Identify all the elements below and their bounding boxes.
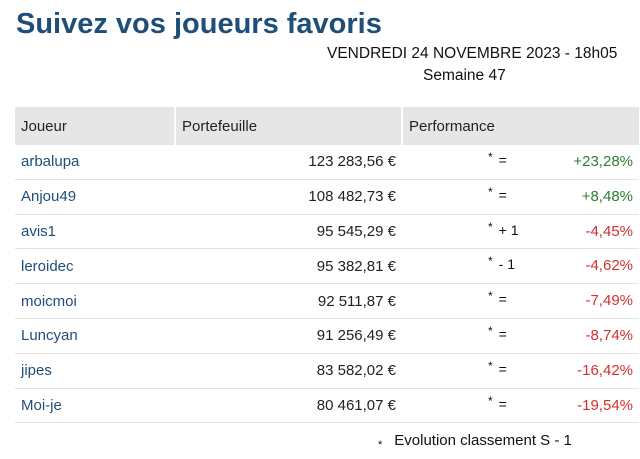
performance-value: -16,42% bbox=[577, 361, 633, 379]
performance-value: +8,48% bbox=[581, 187, 633, 205]
evolution-star: * bbox=[488, 393, 493, 408]
performance-value: -8,74% bbox=[585, 326, 633, 344]
evolution-star: * bbox=[488, 254, 493, 269]
performance-value: +23,28% bbox=[573, 153, 633, 170]
player-link[interactable]: moicmoi bbox=[15, 283, 175, 319]
ranking-evolution: * = bbox=[488, 150, 507, 168]
table-row: moicmoi 92 511,87 € * = -7,49% bbox=[15, 283, 639, 319]
table-row: leroidec 95 382,81 € * - 1 -4,62% bbox=[15, 248, 639, 285]
table-row: avis1 95 545,29 € * + 1 -4,45% bbox=[15, 214, 639, 250]
table-row: Luncyan 91 256,49 € * = -8,74% bbox=[15, 318, 639, 354]
performance-cell: * - 1 -4,62% bbox=[402, 248, 639, 285]
ranking-evolution: * = bbox=[488, 289, 507, 308]
performance-value: -4,45% bbox=[585, 222, 633, 240]
player-link[interactable]: jipes bbox=[15, 353, 175, 389]
performance-cell: * = -7,49% bbox=[402, 283, 639, 319]
evolution-value: = bbox=[498, 291, 507, 308]
performance-cell: * + 1 -4,45% bbox=[402, 214, 639, 250]
footnote-star: * bbox=[378, 439, 383, 451]
header-row: Joueur Portefeuille Performance bbox=[15, 107, 639, 145]
portfolio-value: 83 582,02 € bbox=[175, 353, 402, 389]
evolution-star: * bbox=[488, 358, 493, 373]
ranking-evolution: * - 1 bbox=[488, 254, 516, 273]
player-link[interactable]: Moi-je bbox=[15, 388, 175, 424]
portfolio-value: 108 482,73 € bbox=[175, 179, 402, 215]
players-table: Joueur Portefeuille Performance arbalupa… bbox=[15, 107, 639, 424]
evolution-value: = bbox=[498, 152, 507, 168]
ranking-evolution: * + 1 bbox=[488, 219, 519, 238]
portfolio-value: 95 545,29 € bbox=[175, 214, 402, 250]
player-link[interactable]: arbalupa bbox=[15, 145, 175, 180]
header-portfolio: Portefeuille bbox=[175, 107, 403, 145]
evolution-value: = bbox=[498, 325, 507, 342]
table-row: arbalupa 123 283,56 € * = +23,28% bbox=[15, 145, 639, 180]
header-player: Joueur bbox=[15, 107, 176, 145]
evolution-star: * bbox=[488, 184, 493, 199]
performance-value: -7,49% bbox=[585, 292, 633, 310]
performance-value: -19,54% bbox=[577, 396, 633, 414]
week-label: Semaine 47 bbox=[423, 67, 506, 84]
performance-cell: * = -8,74% bbox=[402, 318, 639, 354]
portfolio-value: 80 461,07 € bbox=[175, 388, 402, 424]
table-body: arbalupa 123 283,56 € * = +23,28% Anjou49 108 … bbox=[15, 145, 639, 424]
evolution-star: * bbox=[488, 219, 493, 234]
header-performance: Performance bbox=[402, 107, 639, 145]
ranking-evolution: * = bbox=[488, 184, 507, 203]
portfolio-value: 123 283,56 € bbox=[175, 145, 402, 180]
evolution-value: = bbox=[498, 395, 507, 412]
evolution-value: - 1 bbox=[498, 256, 516, 273]
player-link[interactable]: avis1 bbox=[15, 214, 175, 250]
performance-cell: * = -19,54% bbox=[402, 388, 639, 424]
evolution-value: = bbox=[498, 360, 507, 377]
table-row: Anjou49 108 482,73 € * = +8,48% bbox=[15, 179, 639, 215]
portfolio-value: 95 382,81 € bbox=[175, 248, 402, 285]
portfolio-value: 92 511,87 € bbox=[175, 283, 402, 319]
portfolio-value: 91 256,49 € bbox=[175, 318, 402, 354]
evolution-star: * bbox=[488, 150, 493, 164]
player-link[interactable]: Luncyan bbox=[15, 318, 175, 354]
footnote-text: Evolution classement S - 1 bbox=[394, 432, 572, 449]
evolution-star: * bbox=[488, 323, 493, 338]
table-row: jipes 83 582,02 € * = -16,42% bbox=[15, 353, 639, 389]
performance-cell: * = +8,48% bbox=[402, 179, 639, 215]
evolution-star: * bbox=[488, 289, 493, 304]
performance-cell: * = +23,28% bbox=[402, 145, 639, 180]
footnote: * Evolution classement S - 1 bbox=[378, 432, 572, 451]
ranking-evolution: * = bbox=[488, 393, 507, 412]
page-title: Suivez vos joueurs favoris bbox=[16, 8, 382, 40]
player-link[interactable]: Anjou49 bbox=[15, 179, 175, 215]
table-row: Moi-je 80 461,07 € * = -19,54% bbox=[15, 388, 639, 424]
performance-cell: * = -16,42% bbox=[402, 353, 639, 389]
evolution-value: = bbox=[498, 186, 507, 203]
ranking-evolution: * = bbox=[488, 358, 507, 377]
performance-value: -4,62% bbox=[585, 257, 633, 275]
table-header: Joueur Portefeuille Performance bbox=[15, 107, 639, 145]
ranking-evolution: * = bbox=[488, 323, 507, 342]
date-time-label: VENDREDI 24 NOVEMBRE 2023 - 18h05 bbox=[327, 45, 618, 62]
player-link[interactable]: leroidec bbox=[15, 248, 175, 285]
evolution-value: + 1 bbox=[498, 221, 519, 238]
